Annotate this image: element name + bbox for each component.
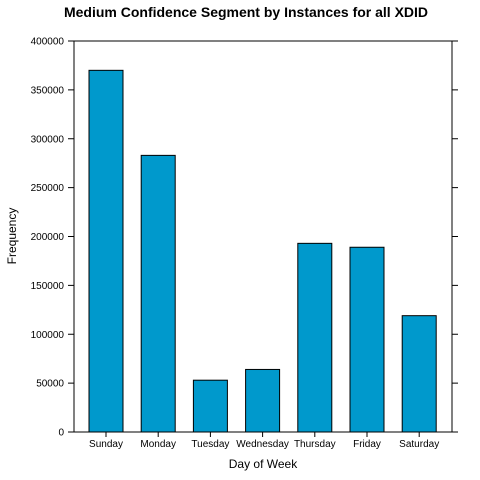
bar-thursday: [297, 242, 333, 433]
x-tick-label: Monday: [140, 439, 176, 450]
x-tick-label: Friday: [353, 439, 381, 450]
bar-monday: [140, 154, 176, 433]
y-tick-label: 400000: [31, 37, 65, 48]
y-axis: 0 50000 100000 150000 200000 250000 300000 3500…: [31, 37, 74, 439]
x-tick-label: Tuesday: [191, 439, 229, 450]
x-axis-label: Day of Week: [229, 457, 298, 471]
bar-wednesday: [245, 368, 281, 433]
y-tick-label: 250000: [31, 183, 65, 194]
chart-title: Medium Confidence Segment by Instances f…: [64, 4, 428, 20]
x-tick-label: Wednesday: [236, 439, 289, 450]
x-tick-label: Saturday: [399, 439, 439, 450]
bar-tuesday: [192, 379, 228, 433]
x-axis: Sunday Monday Tuesday Wednesday Thursday Frid…: [89, 432, 439, 450]
x-tick-label: Thursday: [294, 439, 336, 450]
y-tick-label: 0: [58, 428, 64, 439]
y-tick-label: 300000: [31, 134, 65, 145]
y-tick-label: 200000: [31, 232, 65, 243]
y-tick-label: 100000: [31, 330, 65, 341]
bar-sunday: [88, 69, 124, 433]
bar-saturday: [401, 315, 437, 433]
y-axis-label: Frequency: [5, 208, 19, 265]
bars: [88, 69, 437, 433]
bar-friday: [349, 246, 385, 433]
y-tick-label: 150000: [31, 281, 65, 292]
x-tick-label: Sunday: [89, 439, 123, 450]
y-tick-label: 350000: [31, 85, 65, 96]
y-tick-label: 50000: [36, 379, 64, 390]
right-axis: [452, 40, 458, 433]
